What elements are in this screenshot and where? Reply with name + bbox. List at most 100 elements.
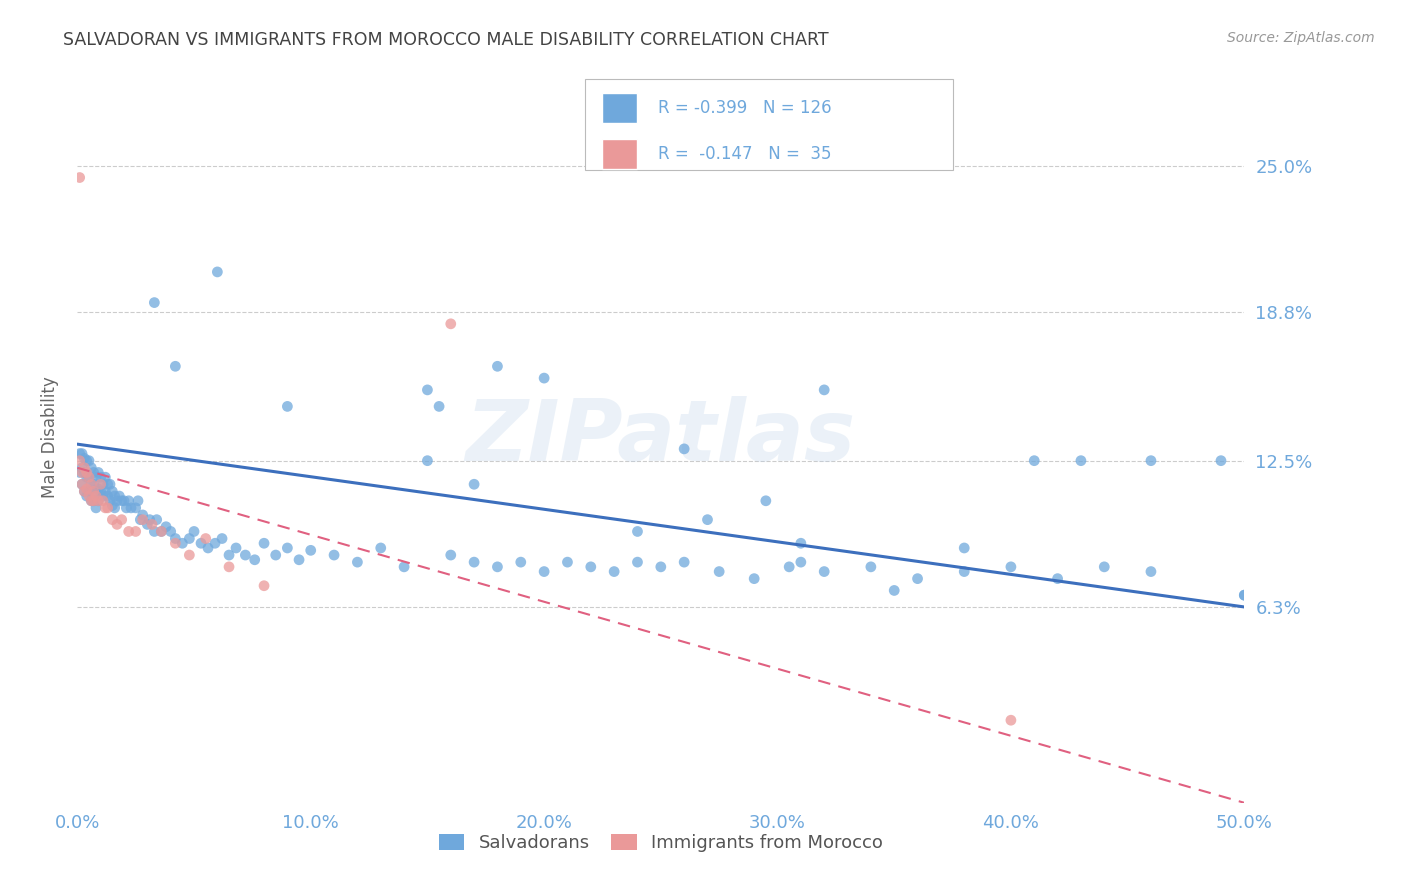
Point <box>626 555 648 569</box>
Point <box>97 500 120 515</box>
Point <box>253 536 276 550</box>
Point <box>150 524 173 539</box>
Point <box>299 543 322 558</box>
Point <box>533 371 555 385</box>
Point <box>813 383 835 397</box>
Point <box>127 493 149 508</box>
Point <box>90 477 112 491</box>
Point <box>80 493 103 508</box>
Point <box>626 524 648 539</box>
Point <box>76 489 98 503</box>
Y-axis label: Male Disability: Male Disability <box>41 376 59 498</box>
Point <box>603 565 626 579</box>
Point <box>790 536 813 550</box>
Point <box>650 559 672 574</box>
Point <box>323 548 346 562</box>
Point <box>101 499 124 513</box>
Point <box>557 555 579 569</box>
Point <box>124 500 148 515</box>
Point <box>953 541 976 555</box>
Point <box>790 555 813 569</box>
Point <box>463 555 485 569</box>
Point <box>73 484 96 499</box>
Point <box>172 536 194 550</box>
Point <box>416 453 439 467</box>
Point <box>813 565 835 579</box>
Point <box>486 559 509 574</box>
Point <box>80 460 103 475</box>
Point <box>76 453 98 467</box>
Point <box>83 484 105 499</box>
Point <box>73 460 96 475</box>
Point <box>70 466 93 480</box>
Text: R = -0.399   N = 126: R = -0.399 N = 126 <box>658 99 832 117</box>
Point <box>440 317 463 331</box>
Point <box>76 482 98 496</box>
Point <box>70 477 93 491</box>
Point <box>120 500 142 515</box>
Point <box>440 548 463 562</box>
Point <box>70 460 93 475</box>
Point <box>159 524 181 539</box>
Point <box>87 493 110 508</box>
Point <box>218 559 240 574</box>
Point <box>197 541 219 555</box>
Point <box>91 493 114 508</box>
Point <box>84 500 107 515</box>
Point <box>87 493 110 508</box>
Point <box>83 493 105 508</box>
Point <box>183 524 205 539</box>
Point <box>105 493 128 508</box>
Point <box>953 565 976 579</box>
Point <box>709 565 731 579</box>
FancyBboxPatch shape <box>585 78 953 170</box>
Point <box>218 548 240 562</box>
Point <box>143 524 166 539</box>
Point <box>136 517 159 532</box>
Point <box>253 579 276 593</box>
Point <box>207 265 229 279</box>
Text: R =  -0.147   N =  35: R = -0.147 N = 35 <box>658 145 832 163</box>
Point <box>104 489 127 503</box>
Point <box>165 536 187 550</box>
Point <box>69 170 91 185</box>
Point <box>264 548 287 562</box>
Point <box>288 553 311 567</box>
Point <box>108 489 131 503</box>
Point <box>1024 453 1046 467</box>
Point <box>416 383 439 397</box>
Point <box>70 447 93 461</box>
Point <box>76 466 98 480</box>
Point <box>101 484 124 499</box>
Point <box>118 524 141 539</box>
Point <box>276 400 298 414</box>
Point <box>1140 453 1163 467</box>
Point <box>1046 572 1069 586</box>
Point <box>91 477 114 491</box>
Point <box>77 470 100 484</box>
Point <box>104 500 127 515</box>
Point <box>80 493 103 508</box>
Point <box>179 532 201 546</box>
Point <box>145 513 167 527</box>
Point <box>73 451 96 466</box>
Point <box>84 489 107 503</box>
Point <box>392 559 415 574</box>
Point <box>204 536 226 550</box>
Point <box>77 489 100 503</box>
Point <box>84 484 107 499</box>
Point <box>77 470 100 484</box>
Point <box>87 482 110 496</box>
Point <box>118 493 141 508</box>
Point <box>97 489 120 503</box>
Point <box>124 524 148 539</box>
Point <box>179 548 201 562</box>
Point <box>1140 565 1163 579</box>
Point <box>194 532 217 546</box>
Point <box>83 466 105 480</box>
Point <box>90 470 112 484</box>
Point <box>76 470 98 484</box>
Point <box>673 442 696 456</box>
Point <box>533 565 555 579</box>
Point <box>84 470 107 484</box>
